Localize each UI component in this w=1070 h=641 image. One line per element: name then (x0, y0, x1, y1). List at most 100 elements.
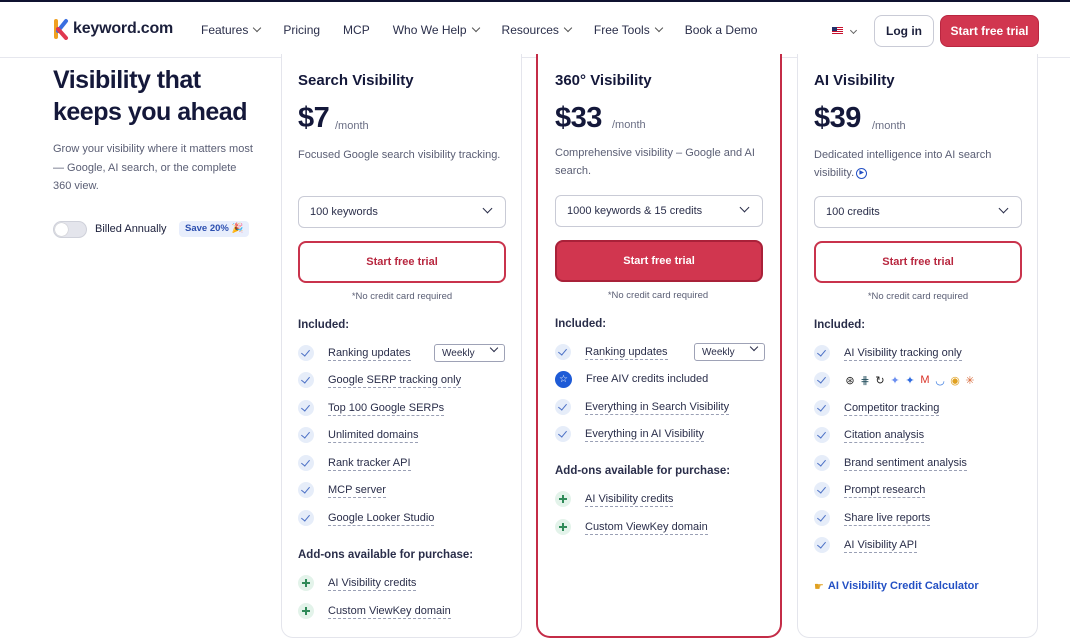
feature-label[interactable]: Unlimited domains (328, 428, 419, 443)
feature-label[interactable]: Everything in AI Visibility (585, 427, 705, 442)
check-icon (298, 510, 314, 526)
addon-label[interactable]: Custom ViewKey domain (328, 604, 451, 619)
start-trial-button[interactable]: Start free trial (814, 241, 1022, 283)
plan-description: Dedicated intelligence into AI search vi… (814, 146, 1024, 182)
frequency-select[interactable]: Weekly (694, 342, 765, 361)
feature-label[interactable]: Brand sentiment analysis (844, 456, 967, 471)
feature-item: Brand sentiment analysis (814, 454, 967, 472)
billing-toggle[interactable] (53, 221, 87, 238)
check-icon (298, 482, 314, 498)
feature-item: Top 100 Google SERPs (298, 399, 445, 417)
nav-mcp[interactable]: MCP (343, 23, 370, 37)
gmail-icon: M (920, 374, 930, 386)
logo-text: keyword.com (73, 20, 174, 37)
credits-select[interactable]: 100 credits (814, 196, 1022, 228)
plan-description: Focused Google search visibility trackin… (298, 149, 501, 161)
nav-who-we-help[interactable]: Who We Help (393, 23, 480, 37)
feature-label[interactable]: Ranking updates (328, 346, 411, 361)
plan-price: $7 (298, 102, 330, 134)
nav-pricing-label: Pricing (283, 23, 321, 37)
feature-label[interactable]: Citation analysis (844, 428, 925, 443)
plan-card-ai-visibility: AI Visibility $39 /month Dedicated intel… (797, 54, 1038, 638)
plan-description: Comprehensive visibility – Google and AI… (555, 147, 755, 177)
grok-icon: ↻ (875, 374, 885, 387)
plan-card-360-visibility: 360° Visibility $33 /month Comprehensive… (536, 54, 782, 638)
feature-label[interactable]: Google Looker Studio (328, 511, 435, 526)
page-subtitle: Grow your visibility where it matters mo… (53, 143, 253, 192)
feature-label[interactable]: Share live reports (844, 511, 931, 526)
feature-label[interactable]: AI Visibility tracking only (844, 346, 962, 361)
frequency-value: Weekly (702, 346, 735, 358)
start-trial-button[interactable]: Start free trial (298, 241, 506, 283)
feature-label[interactable]: Google SERP tracking only (328, 373, 462, 388)
addon-item: Custom ViewKey domain (555, 518, 708, 536)
feature-label[interactable]: MCP server (328, 483, 386, 498)
check-icon (298, 427, 314, 443)
keywords-select[interactable]: 1000 keywords & 15 credits (555, 195, 763, 227)
chevron-down-icon (654, 23, 663, 33)
check-icon (555, 344, 571, 360)
login-button[interactable]: Log in (874, 15, 934, 47)
addon-item: AI Visibility credits (555, 490, 674, 508)
included-heading: Included: (814, 319, 866, 331)
feature-label[interactable]: Prompt research (844, 483, 926, 498)
frequency-select[interactable]: Weekly (434, 343, 505, 362)
chevron-down-icon (563, 23, 573, 33)
nav-features[interactable]: Features (201, 23, 262, 37)
feature-label[interactable]: Ranking updates (585, 345, 668, 360)
us-flag-icon[interactable] (832, 27, 843, 35)
feature-item: Everything in Search Visibility (555, 398, 730, 416)
nav-free-tools[interactable]: Free Tools (594, 23, 663, 37)
play-info-icon[interactable]: ▶ (856, 167, 868, 179)
check-icon (814, 455, 830, 471)
star-credit-icon: ☆ (555, 370, 572, 388)
included-heading: Included: (298, 319, 350, 331)
feature-label[interactable]: Top 100 Google SERPs (328, 401, 445, 416)
no-credit-card-note: *No credit card required (867, 291, 969, 302)
addons-heading: Add-ons available for purchase: (298, 549, 474, 561)
feature-label[interactable]: Rank tracker API (328, 456, 411, 471)
check-icon (814, 400, 830, 416)
feature-label[interactable]: AI Visibility API (844, 538, 918, 553)
google-ai-icon: ✦ (905, 374, 915, 387)
feature-label[interactable]: Everything in Search Visibility (585, 400, 730, 415)
check-icon (555, 426, 571, 442)
feature-label[interactable]: Competitor tracking (844, 401, 940, 416)
logo[interactable]: keyword.com (53, 18, 173, 40)
feature-label[interactable]: Free AIV credits included (586, 373, 709, 385)
chevron-down-icon[interactable] (849, 26, 858, 35)
nav-resources[interactable]: Resources (501, 23, 573, 37)
credit-calculator-label: AI Visibility Credit Calculator (827, 580, 979, 592)
nav-pricing[interactable]: Pricing (283, 23, 320, 37)
nav-resources-label: Resources (501, 23, 559, 37)
check-icon (298, 372, 314, 388)
check-icon (814, 482, 830, 498)
feature-item: Prompt research (814, 481, 926, 499)
keywords-select[interactable]: 100 keywords (298, 196, 506, 228)
chevron-down-icon (253, 23, 262, 33)
check-icon (298, 345, 314, 361)
credit-calculator-link[interactable]: ☛ AI Visibility Credit Calculator (814, 580, 979, 593)
check-icon (814, 345, 830, 361)
nav-book-demo[interactable]: Book a Demo (685, 23, 758, 37)
addons-heading: Add-ons available for purchase: (555, 465, 731, 477)
nav-mcp-label: MCP (343, 23, 370, 37)
plus-icon (555, 519, 571, 535)
feature-item: Competitor tracking (814, 399, 940, 417)
nav-features-label: Features (201, 23, 249, 37)
plan-description-text: Dedicated intelligence into AI search vi… (814, 149, 992, 179)
feature-item: Unlimited domains (298, 426, 419, 444)
check-icon (814, 537, 830, 553)
addon-label[interactable]: AI Visibility credits (328, 576, 417, 591)
chevron-down-icon (489, 343, 499, 353)
no-credit-card-note: *No credit card required (607, 290, 709, 301)
nav-book-demo-label: Book a Demo (684, 23, 758, 37)
chevron-down-icon (749, 342, 759, 352)
plan-period: /month (335, 120, 369, 132)
addon-label[interactable]: Custom ViewKey domain (585, 520, 708, 535)
start-trial-button[interactable]: Start free trial (555, 240, 763, 282)
chevron-down-icon (998, 203, 1009, 214)
gemini-icon: ✦ (890, 374, 900, 387)
header-start-trial-button[interactable]: Start free trial (940, 15, 1039, 47)
addon-label[interactable]: AI Visibility credits (585, 492, 674, 507)
